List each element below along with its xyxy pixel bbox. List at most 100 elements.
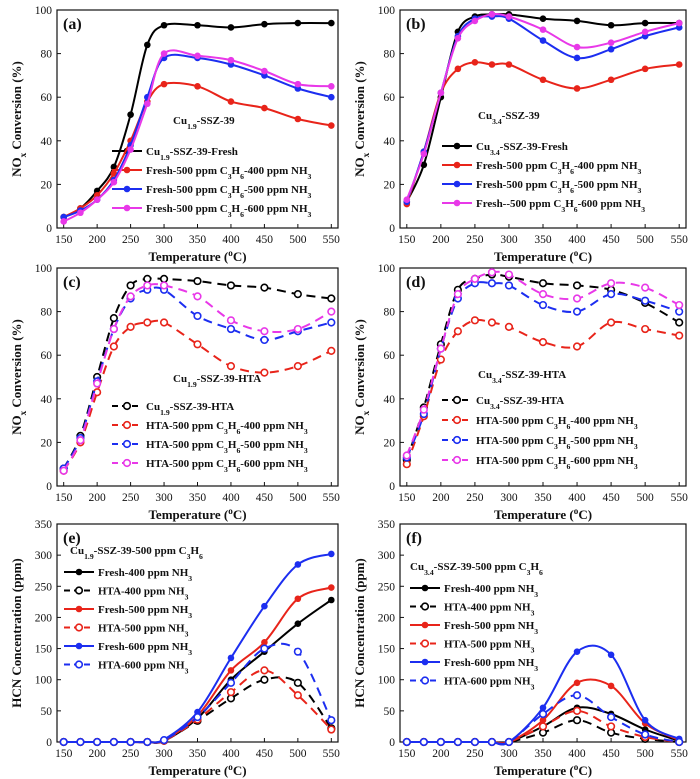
legend-label: HTA-500 ppm C3H6-500 ppm NH3 [146, 439, 308, 455]
data-point [110, 170, 118, 177]
data-point [538, 300, 548, 310]
x-tick-label: 400 [568, 748, 586, 760]
series-6 [59, 642, 336, 747]
legend-label: HTA-500 ppm C3H6-600 ppm NH3 [146, 458, 308, 474]
data-point [453, 290, 462, 299]
data-point [453, 327, 462, 336]
data-point [143, 737, 152, 747]
legend-marker [421, 584, 429, 592]
y-tick-label: 60 [384, 92, 396, 104]
data-point [437, 89, 445, 97]
legend-entry: Cu3.4-SSZ-39-Fresh [442, 141, 568, 157]
data-point [193, 712, 202, 722]
x-tick-label: 350 [189, 492, 207, 504]
panel-d: 150 200 250 300 350 400 450 500 550 0 20 40 60 80 100 T… [352, 263, 688, 522]
x-tick-label: 550 [323, 492, 341, 504]
data-point [606, 722, 616, 731]
data-point [538, 279, 548, 288]
panel-c: 150 200 250 300 350 400 450 500 550 0 20 40 60 80 100 T… [9, 263, 340, 522]
legend-marker [452, 415, 462, 425]
legend-entry: Cu1.9-SSZ-39-Fresh [112, 146, 238, 162]
y-tick-label: 60 [41, 350, 53, 362]
legend-marker [420, 602, 430, 611]
data-point [328, 83, 335, 90]
y-axis-label: NOx Conversion (%) [352, 61, 371, 177]
y-tick-label: 20 [41, 437, 53, 449]
legend-label: HTA-600 ppm NH3 [444, 676, 535, 692]
sample-annotation: Cu3.4-SSZ-39-HTA [478, 369, 566, 385]
legend-label: HTA-400 ppm NH3 [98, 586, 189, 602]
y-tick-label: 0 [46, 223, 52, 235]
data-point [573, 648, 581, 655]
legend-marker [74, 586, 84, 595]
legend-label: HTA-500 ppm C3H6-600 ppm NH3 [476, 455, 638, 471]
legend-marker [75, 568, 83, 576]
data-point [226, 316, 236, 325]
y-tick-label: 50 [41, 706, 53, 718]
data-point [227, 654, 235, 662]
data-point [572, 294, 582, 303]
y-axis-label: HCN Concentration (ppm) [352, 558, 367, 708]
data-point [328, 584, 335, 591]
data-point [294, 620, 302, 627]
data-point [159, 274, 169, 284]
data-point [109, 737, 118, 747]
data-point [470, 274, 480, 284]
data-point [59, 737, 68, 747]
x-tick-label: 250 [122, 234, 140, 246]
x-tick-label: 200 [432, 234, 450, 246]
y-axis-label: HCN Concentration (ppm) [9, 558, 24, 708]
data-point [143, 318, 152, 327]
data-point [454, 65, 462, 73]
y-tick-label: 0 [389, 223, 395, 235]
data-point [504, 737, 514, 747]
legend-entry: HTA-600 ppm NH3 [64, 660, 189, 675]
legend-entry: HTA-500 ppm C3H6-500 ppm NH3 [112, 439, 308, 455]
data-point [420, 161, 428, 169]
legend-label: Fresh-500 ppm NH3 [444, 620, 538, 636]
x-tick-label: 550 [323, 748, 341, 760]
data-point [539, 704, 547, 712]
x-axis-label: Temperature (oC) [494, 762, 592, 778]
data-point [539, 76, 547, 84]
y-tick-label: 0 [389, 737, 395, 749]
x-tick-label: 350 [534, 748, 552, 760]
data-point [327, 716, 336, 725]
x-tick-label: 500 [289, 492, 307, 504]
panel-label: (e) [63, 530, 81, 547]
y-tick-label: 0 [389, 481, 395, 493]
data-point [327, 725, 336, 734]
series-line [405, 270, 680, 456]
data-point [109, 324, 118, 334]
data-point [504, 322, 514, 331]
data-point [487, 737, 497, 747]
series-line [405, 281, 680, 459]
data-point [402, 460, 411, 469]
x-tick-label: 150 [398, 234, 416, 246]
y-tick-label: 40 [384, 394, 396, 406]
series-4 [60, 49, 335, 225]
y-tick-label: 40 [384, 136, 396, 148]
data-point [159, 318, 169, 327]
data-point [539, 15, 547, 23]
y-tick-label: 50 [384, 706, 396, 718]
legend-marker [421, 621, 429, 629]
y-tick-label: 80 [384, 49, 396, 61]
legend-entry: HTA-500 ppm C3H6-600 ppm NH3 [112, 458, 308, 474]
data-point [194, 52, 201, 60]
legend-marker [74, 623, 84, 632]
x-tick-label: 400 [568, 234, 586, 246]
legend-marker [122, 458, 132, 468]
legend-marker [453, 180, 461, 188]
data-point [504, 270, 514, 279]
data-point [403, 196, 411, 203]
x-tick-label: 300 [500, 234, 518, 246]
data-point [675, 307, 684, 316]
legend-marker [74, 660, 84, 669]
data-point [109, 342, 118, 351]
x-tick-label: 400 [222, 748, 240, 760]
data-point [641, 283, 650, 292]
data-point [607, 21, 615, 29]
legend-label: HTA-500 ppm NH3 [444, 639, 535, 655]
data-point [471, 59, 479, 66]
